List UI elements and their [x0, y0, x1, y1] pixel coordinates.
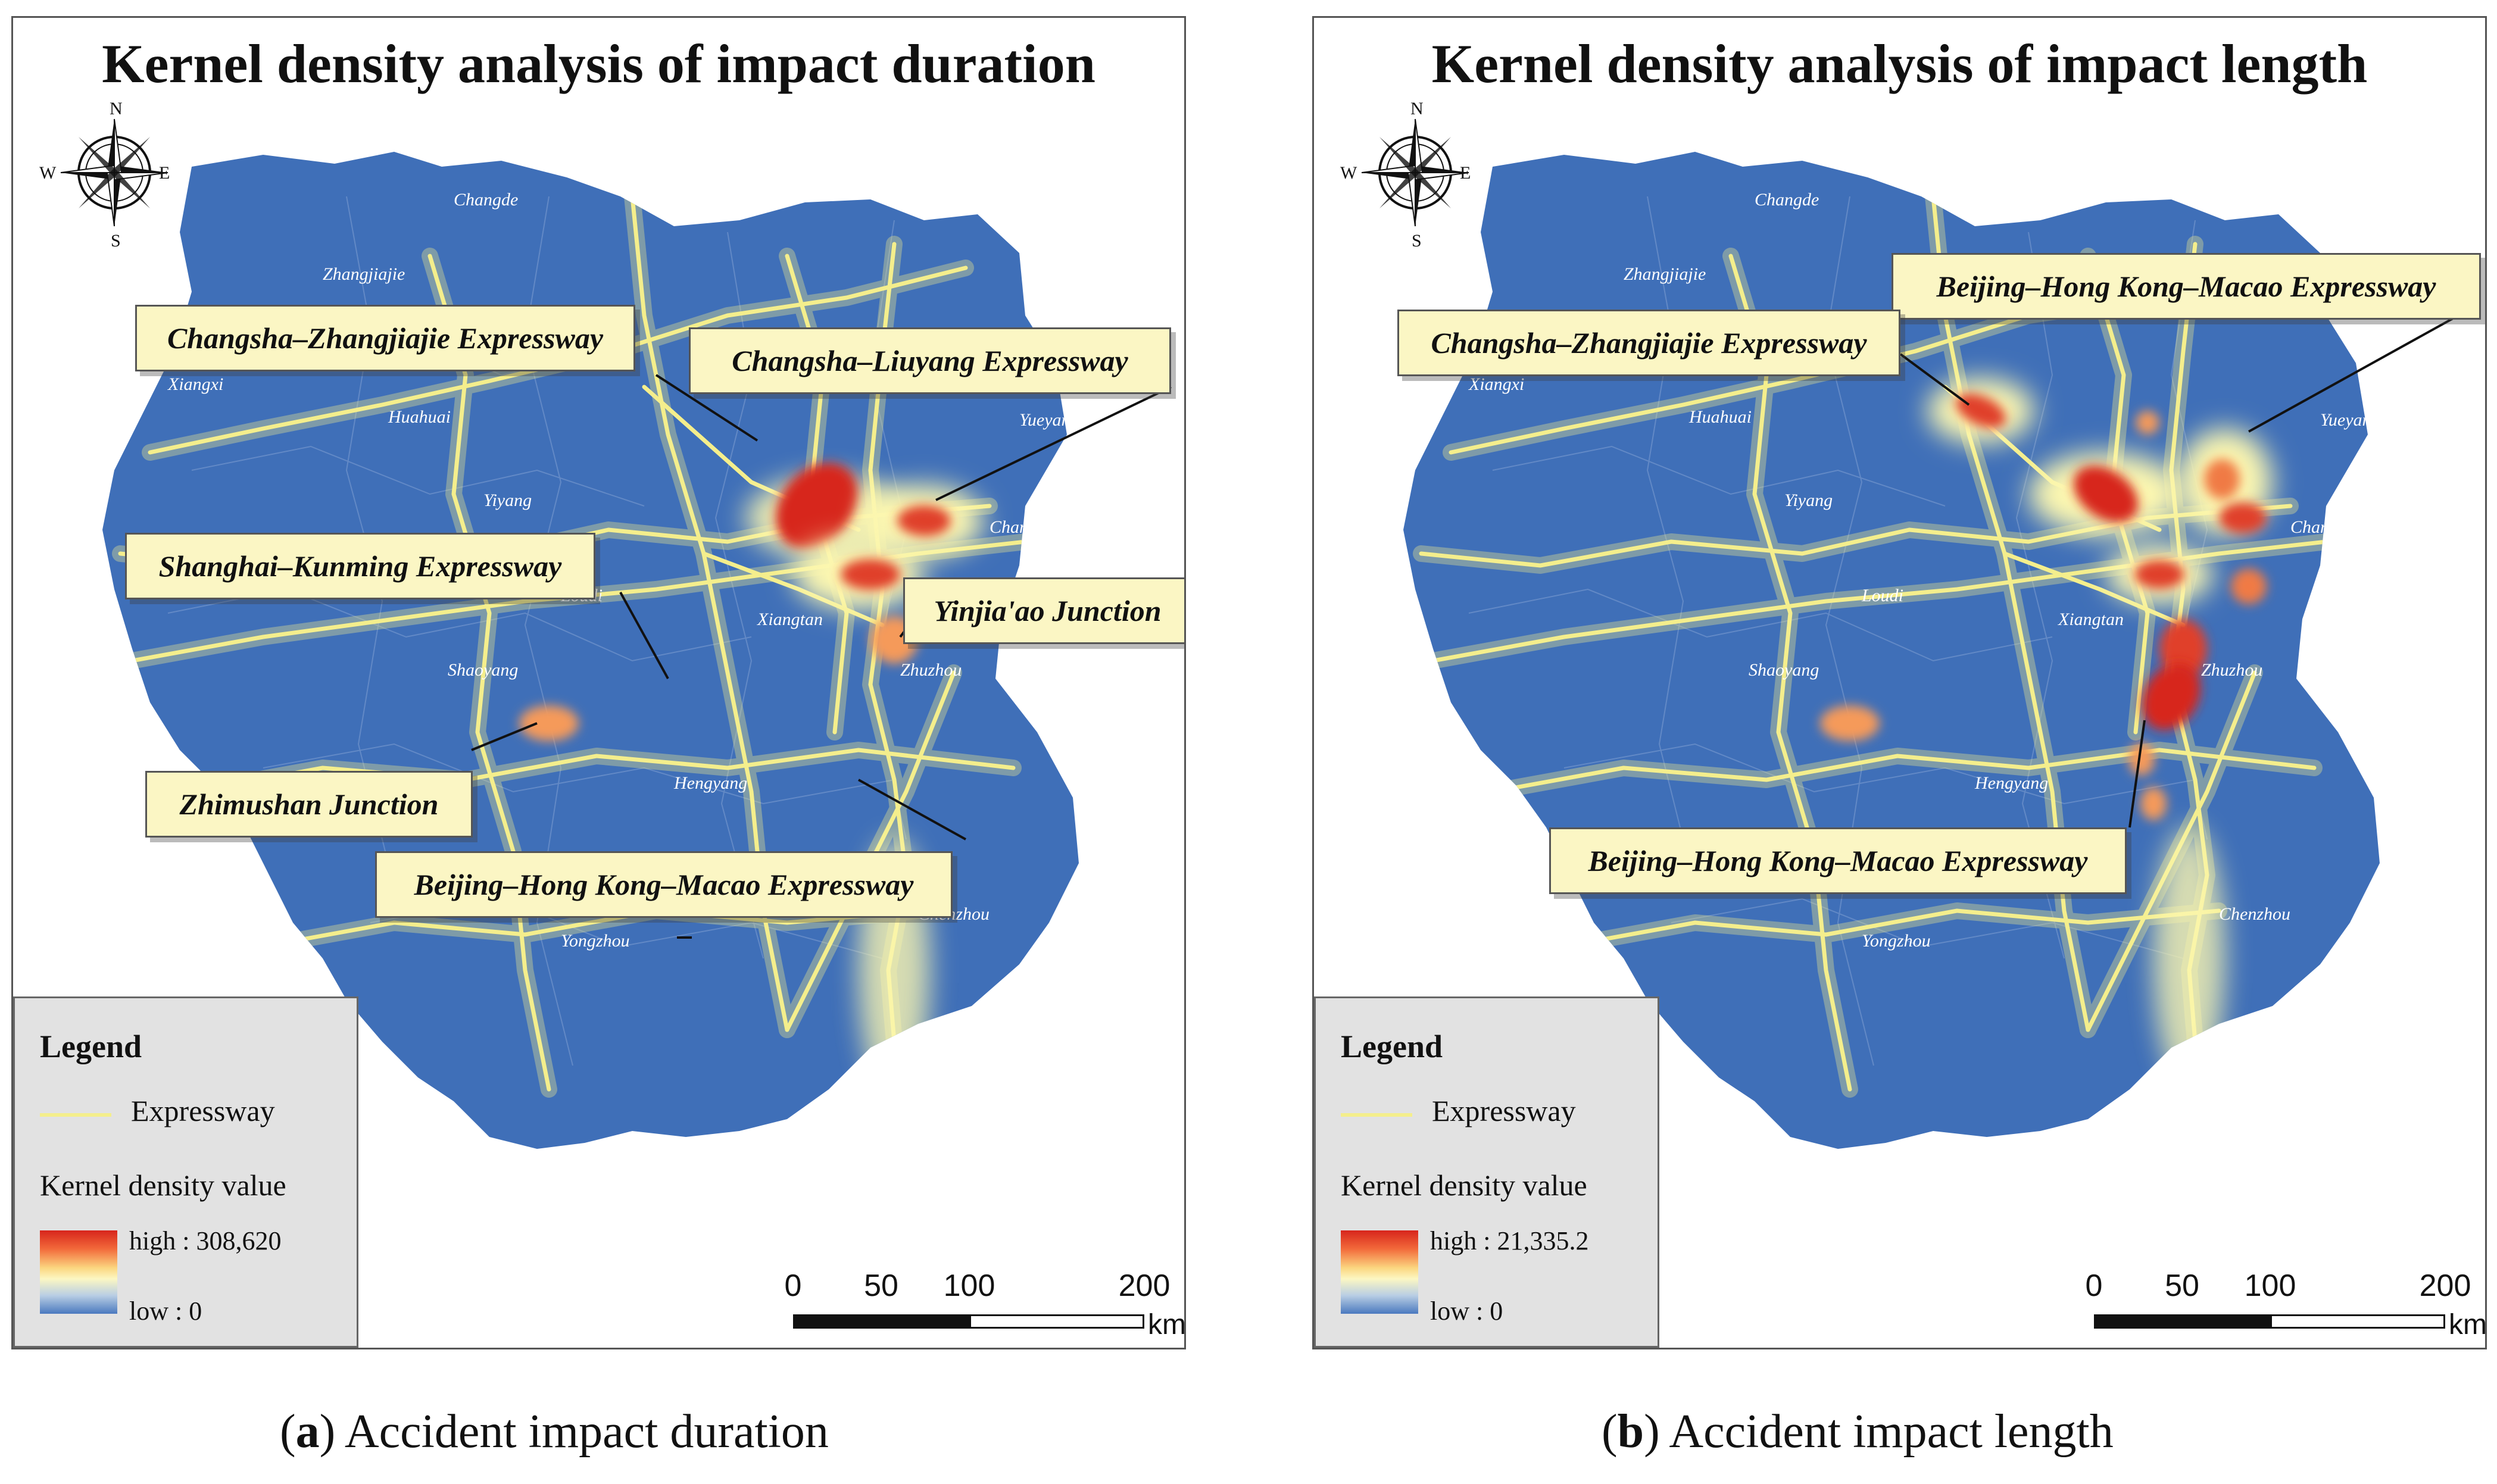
callout-label: Changsha–Liuyang Expressway [689, 327, 1171, 394]
legend-low-value: low : 0 [1430, 1296, 1503, 1326]
legend-kernel-label: Kernel density value [40, 1169, 286, 1202]
city-label: Changsha [2290, 517, 2363, 537]
city-label: Yongzhou [1862, 931, 1931, 951]
scale-label: 100 [943, 1269, 995, 1303]
city-label: Shaoyang [1749, 660, 1819, 680]
city-label: Chenzhou [2219, 904, 2290, 924]
compass-rose-icon: N S E W [1340, 99, 1471, 250]
scale-label: 100 [2244, 1269, 2296, 1303]
callout-label: Shanghai–Kunming Expressway [125, 533, 595, 599]
callout-label: Zhimushan Junction [145, 771, 473, 838]
city-label: Yiyang [483, 490, 532, 510]
city-label: Yueyang [1019, 410, 1079, 430]
callout-label: Beijing–Hong Kong–Macao Expressway [1892, 253, 2481, 320]
legend-low-value: low : 0 [129, 1296, 202, 1326]
city-label: Changde [1755, 190, 1819, 210]
legend-title: Legend [40, 1029, 142, 1064]
expressway-swatch [1341, 1113, 1412, 1117]
caption-a: (a) Accident impact duration [280, 1405, 829, 1458]
city-label: Yiyang [1784, 490, 1833, 510]
city-label: Yongzhou [561, 931, 630, 951]
compass-s: S [111, 231, 121, 250]
callout-label: Yinjia'ao Junction [903, 577, 1184, 644]
scale-segment-light [969, 1314, 1144, 1329]
caption-letter: b [1617, 1405, 1644, 1458]
city-label: Zhangjiajie [323, 264, 405, 284]
city-label: Huahuai [1688, 407, 1752, 427]
caption-b: (b) Accident impact length [1602, 1405, 2114, 1458]
city-label: Zhuzhou [2201, 660, 2262, 680]
city-labels: Changde Zhangjiajie Xiangxi Huahuai Yiya… [1468, 190, 2380, 951]
leader-lines [471, 374, 1172, 939]
scale-unit: km [2449, 1309, 2487, 1341]
city-label: Shaoyang [448, 660, 518, 680]
callout-label: Changsha–Zhangjiajie Expressway [135, 305, 635, 371]
scale-unit: km [1148, 1309, 1186, 1341]
province-shape [1403, 152, 2380, 1149]
city-label: Xiangxi [1468, 374, 1524, 394]
city-label: Zhangjiajie [1624, 264, 1706, 284]
map-panel-b: Changde Zhangjiajie Xiangxi Huahuai Yiya… [1312, 16, 2487, 1349]
scale-label: 0 [2085, 1269, 2103, 1303]
callout-label: Beijing–Hong Kong–Macao Expressway [1549, 827, 2127, 894]
caption-text: ) Accident impact length [1644, 1405, 2114, 1458]
callout-label: Beijing–Hong Kong–Macao Expressway [375, 851, 953, 918]
compass-e: E [1460, 163, 1471, 183]
scale-bar: 0 50 100 200 km [2076, 1268, 2485, 1341]
scale-label: 50 [2165, 1269, 2199, 1303]
legend-box: Legend Expressway Kernel density value h… [13, 996, 358, 1348]
compass-n: N [110, 99, 123, 118]
legend-high-value: high : 21,335.2 [1430, 1226, 1589, 1255]
compass-e: E [159, 163, 170, 183]
city-label: Yueyang [2320, 410, 2380, 430]
city-label: Hengyang [673, 773, 747, 793]
legend-kernel-label: Kernel density value [1341, 1169, 1587, 1202]
scale-label: 200 [1118, 1269, 1171, 1303]
city-label: Xiangtan [2058, 610, 2124, 629]
compass-rose-icon: N S E W [39, 99, 170, 250]
scale-label: 0 [784, 1269, 802, 1303]
scale-segment-light [2270, 1314, 2445, 1329]
legend-title: Legend [1341, 1029, 1443, 1064]
compass-n: N [1410, 99, 1424, 118]
legend-expressway-label: Expressway [131, 1094, 275, 1127]
expressway-swatch [40, 1113, 111, 1117]
legend-expressway-label: Expressway [1432, 1094, 1576, 1127]
map-title: Kernel density analysis of impact durati… [102, 33, 1095, 94]
city-label: Zhuzhou [900, 660, 962, 680]
caption-text: ) Accident impact duration [319, 1405, 829, 1458]
map-title: Kernel density analysis of impact length [1431, 33, 2368, 94]
city-label: Hengyang [1974, 773, 2048, 793]
city-label: Loudi [1861, 586, 1903, 605]
scale-bar: 0 50 100 200 km [775, 1268, 1184, 1341]
scale-label: 50 [864, 1269, 898, 1303]
callout-label: Changsha–Zhangjiajie Expressway [1397, 310, 1900, 376]
city-label: Huahuai [388, 407, 451, 427]
legend-box: Legend Expressway Kernel density value h… [1314, 996, 1659, 1348]
city-label: Changsha [990, 517, 1062, 537]
city-label: Xiangxi [167, 374, 223, 394]
compass-w: W [1340, 163, 1357, 183]
compass-w: W [39, 163, 57, 183]
scale-label: 200 [2419, 1269, 2471, 1303]
map-panel-a: Changde Zhangjiajie Xiangxi Huahuai Yiya… [11, 16, 1186, 1349]
map-canvas-b: Changde Zhangjiajie Xiangxi Huahuai Yiya… [1403, 152, 2470, 1149]
caption-letter: a [295, 1405, 320, 1458]
scale-segment-dark [2094, 1314, 2270, 1329]
color-ramp [40, 1230, 117, 1314]
city-label: Changde [454, 190, 518, 210]
city-label: Xiangtan [757, 610, 823, 629]
scale-segment-dark [793, 1314, 969, 1329]
leader-lines [1899, 308, 2470, 828]
compass-s: S [1412, 231, 1422, 250]
color-ramp [1341, 1230, 1418, 1314]
legend-high-value: high : 308,620 [129, 1226, 282, 1255]
